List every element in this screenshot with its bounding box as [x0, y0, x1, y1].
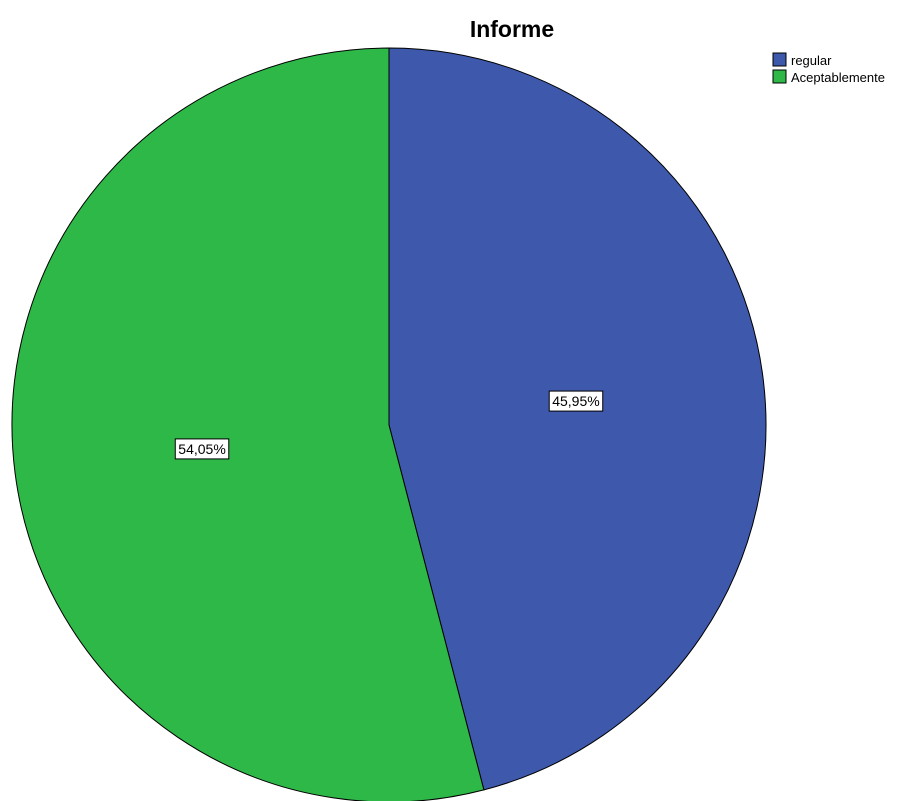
data-label-box — [174, 438, 230, 460]
legend-swatch-aceptablemente — [772, 69, 787, 84]
data-label-text: 54,05% — [178, 441, 225, 457]
data-labels: 45,95% 54,05% — [174, 390, 604, 460]
data-label-text: 45,95% — [552, 393, 599, 409]
legend: regular Aceptablemente — [772, 52, 885, 85]
data-label-regular: 45,95% — [548, 390, 604, 412]
pie-slice-regular — [388, 47, 767, 791]
legend-label-regular: regular — [791, 53, 832, 68]
pie-slice-aceptablemente — [11, 47, 485, 801]
legend-swatch-regular — [772, 52, 787, 67]
data-label-aceptablemente: 54,05% — [174, 438, 230, 460]
chart-title: Informe — [470, 16, 554, 42]
legend-label-aceptablemente: Aceptablemente — [791, 70, 885, 85]
pie-slices — [11, 47, 767, 801]
data-label-box — [548, 390, 604, 412]
